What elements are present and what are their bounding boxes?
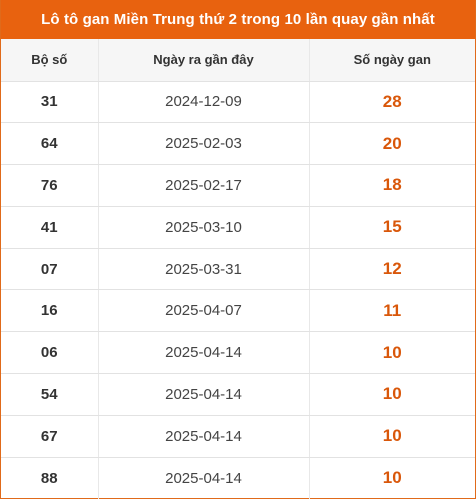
row-number: 64 bbox=[1, 122, 99, 166]
row-gan-days: 11 bbox=[309, 289, 475, 333]
row-gan-days: 10 bbox=[309, 331, 475, 375]
header-gan-days: Số ngày gan bbox=[309, 39, 475, 82]
lotogan-table: Bộ số Ngày ra gần đây Số ngày gan 31 202… bbox=[1, 39, 475, 499]
row-date: 2024-12-09 bbox=[98, 81, 310, 124]
row-date: 2025-02-17 bbox=[98, 164, 310, 207]
table-row: 88 2025-04-14 10 bbox=[1, 457, 475, 499]
table-row: 07 2025-03-31 12 bbox=[1, 248, 475, 291]
row-gan-days: 10 bbox=[382, 468, 402, 488]
row-date: 2025-04-14 bbox=[98, 457, 310, 499]
row-number: 31 bbox=[1, 81, 99, 124]
row-gan-days: 15 bbox=[309, 206, 475, 249]
row-number: 76 bbox=[1, 164, 99, 207]
row-date: 2025-02-03 bbox=[98, 122, 310, 166]
header-last-date: Ngày ra gần đây bbox=[98, 39, 310, 82]
table-row: 41 2025-03-10 15 bbox=[1, 206, 475, 249]
table-header-row: Bộ số Ngày ra gần đây Số ngày gan bbox=[1, 39, 475, 82]
table-row: 06 2025-04-14 10 bbox=[1, 331, 475, 375]
row-gan-days: 10 bbox=[309, 373, 475, 416]
row-number: 67 bbox=[1, 415, 99, 458]
table-row: 16 2025-04-07 11 bbox=[1, 289, 475, 333]
row-number: 07 bbox=[1, 248, 99, 291]
row-date: 2025-03-10 bbox=[98, 206, 310, 249]
row-date: 2025-04-14 bbox=[98, 373, 310, 416]
table-row: 67 2025-04-14 10 bbox=[1, 415, 475, 458]
row-number: 06 bbox=[1, 331, 99, 375]
row-gan-days: 28 bbox=[309, 81, 475, 124]
row-number: 54 bbox=[1, 373, 99, 416]
table-row: 76 2025-02-17 18 bbox=[1, 164, 475, 207]
row-gan-days: 12 bbox=[309, 248, 475, 291]
table-row: 54 2025-04-14 10 bbox=[1, 373, 475, 416]
row-date: 2025-03-31 bbox=[98, 248, 310, 291]
row-gan-days: 10 bbox=[309, 415, 475, 458]
row-gan-days: 18 bbox=[309, 164, 475, 207]
row-gan-days: 20 bbox=[309, 122, 475, 166]
row-number: 16 bbox=[1, 289, 99, 333]
row-number: 88 bbox=[1, 457, 99, 499]
row-date: 2025-04-14 bbox=[98, 331, 310, 375]
table-row: 31 2024-12-09 28 bbox=[1, 81, 475, 124]
row-date: 2025-04-14 bbox=[98, 415, 310, 458]
table-row: 64 2025-02-03 20 bbox=[1, 122, 475, 166]
row-date: 2025-04-07 bbox=[98, 289, 310, 333]
header-number: Bộ số bbox=[1, 39, 99, 82]
row-number: 41 bbox=[1, 206, 99, 249]
panel-title: Lô tô gan Miền Trung thứ 2 trong 10 lần … bbox=[1, 0, 475, 39]
